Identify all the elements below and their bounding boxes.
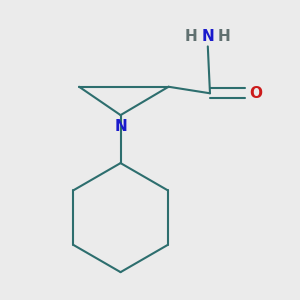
Text: H: H <box>218 29 230 44</box>
Text: H: H <box>185 29 198 44</box>
Text: O: O <box>249 86 262 101</box>
Text: N: N <box>201 29 214 44</box>
Text: N: N <box>114 118 127 134</box>
